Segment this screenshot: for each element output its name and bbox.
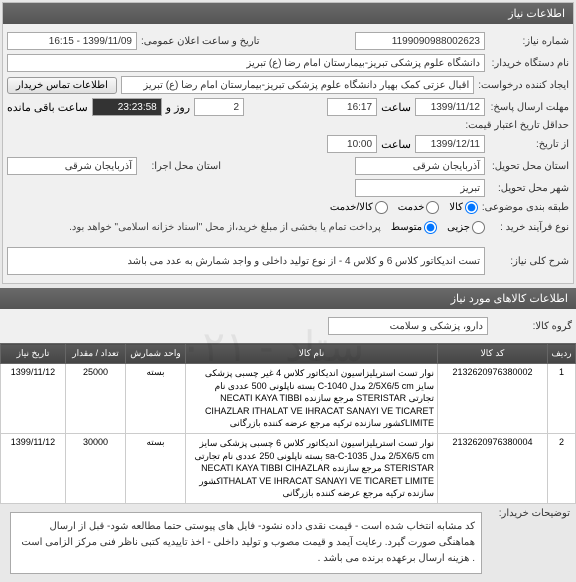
items-table: ردیف کد کالا نام کالا واحد شمارش تعداد /… [0,343,576,504]
table-row: 12132620976380002نوار تست استریلیزاسیون … [1,364,576,434]
remaining-label: ساعت باقی مانده [7,101,88,114]
buyer-org-field: دانشگاه علوم پزشکی تبریز-بیمارستان امام … [7,54,485,72]
creator-label: ایجاد کننده درخواست: [478,80,569,91]
days-field: 2 [194,98,244,116]
delivery-hour: 10:00 [327,135,377,153]
th-date: تاریخ نیاز [1,344,66,364]
th-code: کد کالا [438,344,548,364]
deadline-date: 1399/11/12 [415,98,485,116]
th-name: نام کالا [186,344,438,364]
city-label: شهر محل تحویل: [489,183,569,194]
city-field: تبریز [355,179,485,197]
th-row: ردیف [548,344,576,364]
category-radios: کالا خدمت کالا/خدمت [330,201,478,214]
buyer-org-label: نام دستگاه خریدار: [489,58,569,69]
valid-label: حداقل تاریخ اعتبار قیمت: [465,120,569,131]
prov-deliv: آذربایجان شرقی [355,157,485,175]
creator-field: اقبال عزتی کمک بهیار دانشگاه علوم پزشکی … [121,76,474,94]
th-qty: تعداد / مقدار [66,344,126,364]
radio-medium[interactable]: متوسط [391,221,437,234]
countdown: 23:23:58 [92,98,162,116]
buyer-note: کد مشابه انتخاب شده است - قیمت نقدی داده… [10,512,482,574]
items-header: اطلاعات کالاهای مورد نیاز [0,288,576,309]
category-label: طبقه بندی موضوعی: [482,202,569,213]
prov-exec: آذربایجان شرقی [7,157,137,175]
contact-info-button[interactable]: اطلاعات تماس خریدار [7,77,117,94]
hour-label-2: ساعت [381,138,411,151]
deadline-hour: 16:17 [327,98,377,116]
table-row: 22132620976380004نوار تست استریلیزاسیون … [1,433,576,503]
buy-type-label: نوع فرآیند خرید : [489,222,569,233]
hour-label: ساعت [381,101,411,114]
th-unit: واحد شمارش [126,344,186,364]
deadline-label: مهلت ارسال پاسخ: [489,102,569,113]
buy-note: پرداخت تمام یا بخشی از مبلغ خرید،از محل … [63,218,387,237]
radio-service[interactable]: خدمت [398,201,440,214]
public-time-label: تاریخ و ساعت اعلان عمومی: [141,36,260,47]
need-no-field: 1199090988002623 [355,32,485,50]
prov-exec-label: استان محل اجرا: [141,161,221,172]
radio-goods[interactable]: کالا [449,201,478,214]
desc-label: شرح کلی نیاز: [489,256,569,267]
radio-small[interactable]: جزیی [447,221,485,234]
days-label: روز و [166,101,190,114]
prov-deliv-label: استان محل تحویل: [489,161,569,172]
delivery-date: 1399/12/11 [415,135,485,153]
delivery-label: از تاریخ: [489,139,569,150]
group-label: گروه کالا: [492,321,572,332]
radio-goods-service[interactable]: کالا/خدمت [330,201,388,214]
panel-title: اطلاعات نیاز [3,3,573,24]
buy-type-radios: جزیی متوسط [391,221,485,234]
desc-field: تست اندیکاتور کلاس 6 و کلاس 4 - از نوع ت… [7,247,485,275]
need-no-label: شماره نیاز: [489,36,569,47]
group-field: دارو، پزشکی و سلامت [328,317,488,335]
public-time-field: 1399/11/09 - 16:15 [7,32,137,50]
buyer-note-label: توضیحات خریدار: [490,508,570,519]
